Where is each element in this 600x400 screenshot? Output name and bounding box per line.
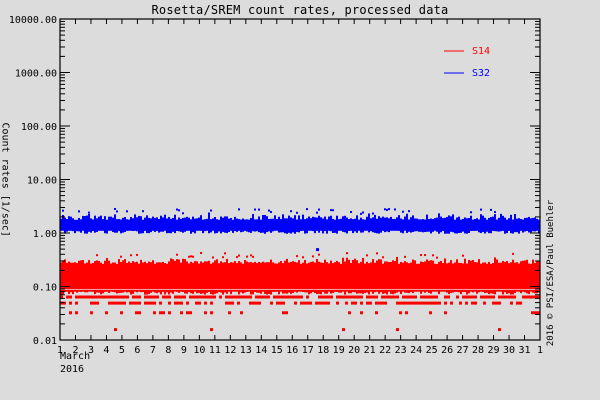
x-tick-label: 6 — [134, 345, 140, 356]
x-tick-label: 21 — [364, 345, 376, 356]
x-tick-label: 24 — [410, 345, 422, 356]
x-tick-label: 3 — [88, 345, 94, 356]
data-points — [60, 207, 540, 332]
x-tick-label: 11 — [209, 345, 221, 356]
x-axis-year: 2016 — [60, 364, 85, 375]
chart-title: Rosetta/SREM count rates, processed data — [151, 3, 449, 17]
x-tick-label: 8 — [165, 345, 171, 356]
legend-label-S14: S14 — [472, 46, 490, 57]
x-tick-label: 9 — [181, 345, 187, 356]
x-tick-label: 1 — [537, 345, 543, 356]
x-axis-month: March — [60, 351, 91, 362]
x-tick-label: 31 — [518, 345, 530, 356]
y-tick-label: 0.10 — [33, 283, 57, 294]
x-tick-label: 18 — [317, 345, 329, 356]
x-tick-label: 1 — [57, 345, 63, 356]
x-tick-label: 7 — [150, 345, 156, 356]
y-axis-label: Count rates [1/sec] — [0, 122, 11, 237]
x-tick-label: 25 — [426, 345, 438, 356]
x-tick-label: 30 — [503, 345, 515, 356]
y-tick-label: 1.00 — [33, 229, 57, 240]
y-tick-label: 0.01 — [33, 336, 57, 347]
x-tick-label: 12 — [224, 345, 236, 356]
x-tick-label: 26 — [441, 345, 453, 356]
x-tick-label: 5 — [119, 345, 125, 356]
x-tick-label: 4 — [103, 345, 109, 356]
x-tick-label: 10 — [193, 345, 205, 356]
legend-label-S32: S32 — [472, 68, 490, 79]
x-tick-label: 29 — [488, 345, 500, 356]
x-tick-label: 2 — [72, 345, 78, 356]
x-tick-label: 15 — [271, 345, 283, 356]
x-tick-label: 13 — [240, 345, 252, 356]
x-tick-label: 23 — [395, 345, 407, 356]
x-tick-label: 19 — [333, 345, 345, 356]
x-tick-label: 28 — [472, 345, 484, 356]
y-tick-label: 100.00 — [21, 122, 57, 133]
y-tick-label: 1000.00 — [15, 69, 57, 80]
y-tick-label: 10000.00 — [9, 15, 57, 26]
credit-text: 2016 © PSI/ESA/Paul Buehler — [546, 199, 556, 347]
x-tick-label: 27 — [457, 345, 469, 356]
x-tick-label: 16 — [286, 345, 298, 356]
x-tick-label: 17 — [302, 345, 314, 356]
x-tick-label: 22 — [379, 345, 391, 356]
legend: S14 S32 — [444, 46, 490, 79]
series-S14 — [60, 252, 540, 332]
series-S32 — [60, 207, 540, 252]
x-tick-label: 14 — [255, 345, 267, 356]
y-tick-label: 10.00 — [27, 176, 57, 187]
x-tick-label: 20 — [348, 345, 360, 356]
